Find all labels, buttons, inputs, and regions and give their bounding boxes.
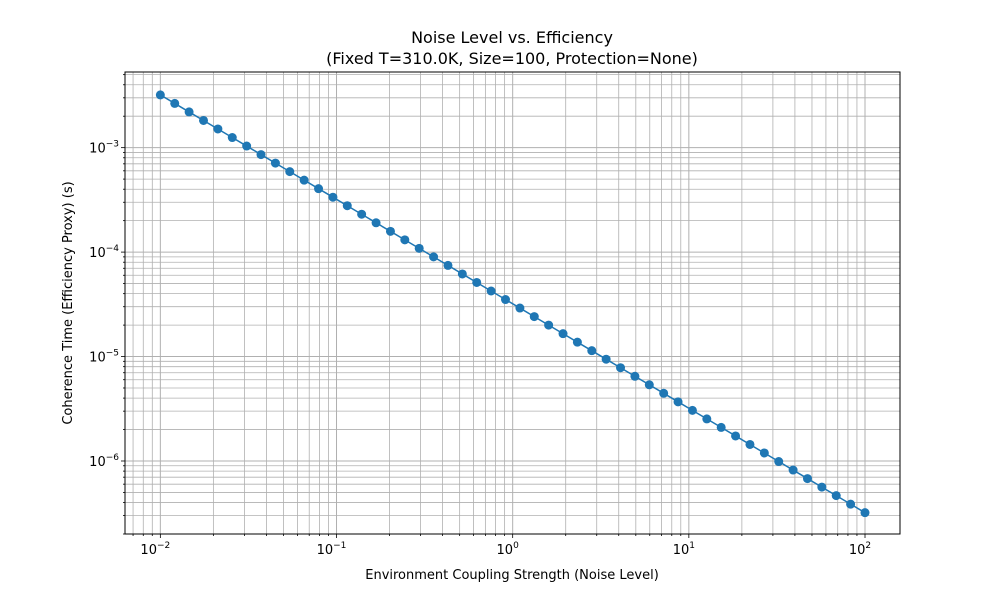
data-point	[673, 397, 683, 407]
data-point	[213, 124, 223, 134]
data-point	[515, 303, 525, 313]
data-point	[342, 201, 352, 211]
x-tick-label: 101	[673, 541, 695, 558]
y-axis-label: Coherence Time (Efficiency Proxy) (s)	[61, 181, 76, 424]
y-tick-label: 10−3	[89, 140, 119, 157]
data-point	[587, 346, 597, 356]
data-point	[731, 431, 741, 441]
data-point	[457, 269, 467, 279]
data-point	[846, 499, 856, 509]
y-tick-label: 10−5	[89, 349, 119, 366]
data-point	[357, 209, 367, 219]
data-point	[644, 380, 654, 390]
data-point	[285, 167, 295, 177]
chart-title: Noise Level vs. Efficiency	[411, 28, 613, 47]
data-point	[155, 90, 165, 100]
data-point	[759, 448, 769, 458]
data-point	[227, 133, 237, 143]
x-tick-label: 10−1	[317, 541, 347, 558]
data-point	[802, 474, 812, 484]
data-point	[385, 226, 395, 236]
data-point	[687, 405, 697, 415]
data-point	[544, 320, 554, 330]
data-point	[601, 354, 611, 364]
data-point	[314, 184, 324, 194]
data-point	[443, 260, 453, 270]
x-tick-label: 10−2	[140, 541, 170, 558]
chart-subtitle: (Fixed T=310.0K, Size=100, Protection=No…	[326, 49, 698, 68]
data-point	[486, 286, 496, 296]
y-tick-label: 10−4	[89, 244, 119, 261]
data-point	[558, 329, 568, 339]
data-point	[184, 107, 194, 117]
data-point	[702, 414, 712, 424]
data-point	[716, 422, 726, 432]
data-point	[831, 491, 841, 501]
data-point	[817, 482, 827, 492]
data-point	[299, 175, 309, 185]
data-point	[429, 252, 439, 262]
data-point	[242, 141, 252, 151]
x-axis-label: Environment Coupling Strength (Noise Lev…	[365, 568, 659, 583]
y-tick-label: 10−6	[89, 453, 119, 470]
data-point	[256, 150, 266, 160]
tick-marks	[121, 74, 866, 538]
series-layer	[155, 90, 870, 518]
data-point	[630, 371, 640, 381]
x-tick-label: 100	[497, 541, 520, 558]
data-point	[472, 277, 482, 287]
data-point	[270, 158, 280, 168]
x-tick-label: 102	[849, 541, 871, 558]
data-point	[616, 363, 626, 373]
data-point	[199, 115, 209, 125]
data-point	[788, 465, 798, 475]
data-point	[170, 98, 180, 108]
data-point	[860, 508, 870, 518]
data-point	[745, 439, 755, 449]
data-point	[659, 388, 669, 398]
major-grid	[125, 72, 900, 534]
data-point	[500, 295, 510, 305]
data-point	[774, 457, 784, 467]
data-point	[414, 243, 424, 253]
data-point	[328, 192, 338, 202]
data-point	[572, 337, 582, 347]
data-point	[529, 312, 539, 322]
tick-labels: 10−2 10−1 100 101 102 10−6 10−5 10−4 10−3	[89, 140, 871, 558]
data-point	[400, 235, 410, 245]
data-point	[371, 218, 381, 228]
